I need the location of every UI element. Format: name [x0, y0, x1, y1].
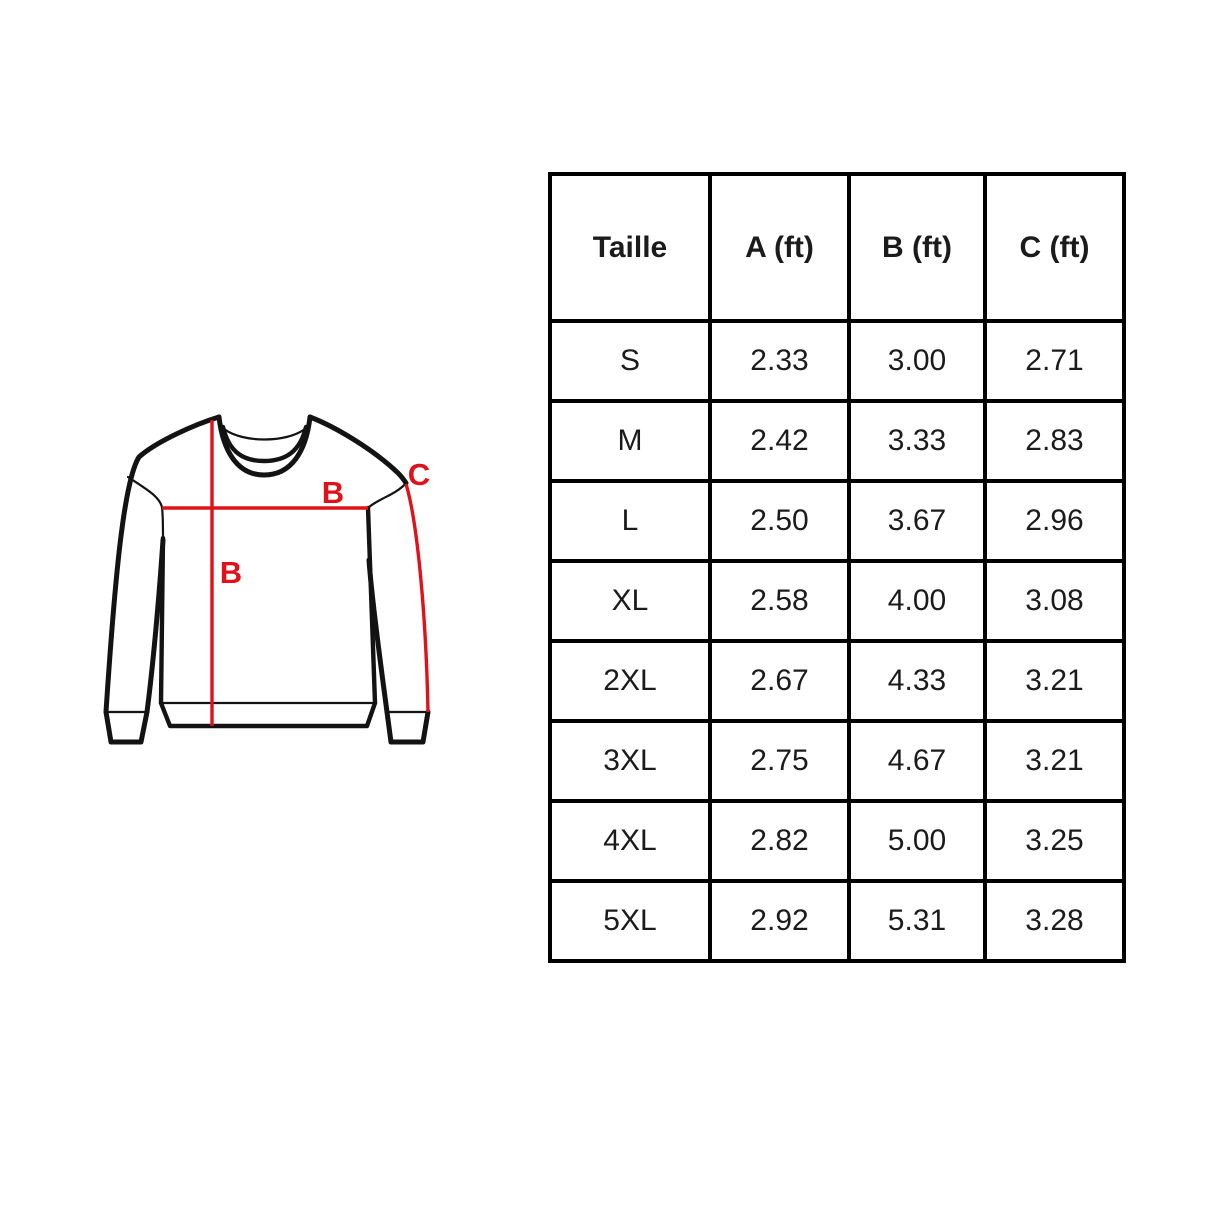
left-side-seam	[158, 535, 166, 706]
table-row: S 2.33 3.00 2.71	[548, 319, 1126, 403]
table-row: 5XL 2.92 5.31 3.28	[548, 879, 1126, 963]
column-header: B (ft)	[847, 172, 987, 323]
table-row: M 2.42 3.33 2.83	[548, 399, 1126, 483]
collar-inner-outline	[220, 424, 309, 464]
table-row: L 2.50 3.67 2.96	[548, 479, 1126, 563]
column-header: Taille	[548, 172, 712, 323]
size-table-header: Taille A (ft) B (ft) C (ft)	[548, 172, 1126, 323]
header-row: Taille A (ft) B (ft) C (ft)	[548, 172, 1126, 323]
value-cell: 3.00	[847, 319, 987, 403]
value-cell: 2.71	[983, 319, 1126, 403]
size-cell: M	[548, 399, 712, 483]
collar-outer-outline	[216, 414, 313, 478]
sweatshirt-svg: B B C	[103, 414, 431, 745]
table-row: 3XL 2.75 4.67 3.21	[548, 719, 1126, 803]
value-cell: 3.08	[983, 559, 1126, 643]
value-cell: 2.50	[708, 479, 851, 563]
value-cell: 4.67	[847, 719, 987, 803]
table-row: 2XL 2.67 4.33 3.21	[548, 639, 1126, 723]
value-cell: 2.33	[708, 319, 851, 403]
value-cell: 4.33	[847, 639, 987, 723]
value-cell: 3.21	[983, 719, 1126, 803]
column-header: C (ft)	[983, 172, 1126, 323]
value-cell: 5.31	[847, 879, 987, 963]
size-cell: L	[548, 479, 712, 563]
value-cell: 2.82	[708, 799, 851, 883]
collar-band-seam	[222, 427, 307, 441]
size-cell: 5XL	[548, 879, 712, 963]
hem-band-outline	[158, 700, 378, 729]
value-cell: 2.58	[708, 559, 851, 643]
size-cell: 4XL	[548, 799, 712, 883]
value-cell: 2.75	[708, 719, 851, 803]
table-row: 4XL 2.82 5.00 3.25	[548, 799, 1126, 883]
size-table: Taille A (ft) B (ft) C (ft) S 2.33 3.00 2.71 M 2…	[548, 172, 1126, 963]
size-cell: 2XL	[548, 639, 712, 723]
size-cell: XL	[548, 559, 712, 643]
value-cell: 5.00	[847, 799, 987, 883]
left-armhole-seam	[126, 475, 165, 540]
right-side-seam	[365, 505, 378, 706]
sleeve-length-line	[404, 483, 430, 713]
body-length-label: B	[220, 555, 242, 590]
value-cell: 3.25	[983, 799, 1126, 883]
value-cell: 3.33	[847, 399, 987, 483]
value-cell: 2.96	[983, 479, 1126, 563]
size-cell: 3XL	[548, 719, 712, 803]
sweatshirt-diagram: B B C	[85, 395, 485, 775]
column-header: A (ft)	[708, 172, 851, 323]
value-cell: 4.00	[847, 559, 987, 643]
value-cell: 3.28	[983, 879, 1126, 963]
left-cuff-outline	[103, 709, 150, 745]
table-row: XL 2.58 4.00 3.08	[548, 559, 1126, 643]
size-table-body: S 2.33 3.00 2.71 M 2.42 3.33 2.83 L 2.50 3.67 2.96 X…	[548, 319, 1126, 963]
chest-width-label: B	[322, 475, 344, 510]
value-cell: 3.67	[847, 479, 987, 563]
value-cell: 2.92	[708, 879, 851, 963]
value-cell: 3.21	[983, 639, 1126, 723]
value-cell: 2.42	[708, 399, 851, 483]
right-armhole-seam	[366, 481, 408, 510]
size-table-container: Taille A (ft) B (ft) C (ft) S 2.33 3.00 2.71 M 2…	[548, 172, 1126, 963]
left-shoulder-sleeve-outline	[103, 414, 222, 715]
right-cuff-outline	[384, 709, 431, 745]
value-cell: 2.67	[708, 639, 851, 723]
value-cell: 2.83	[983, 399, 1126, 483]
size-cell: S	[548, 319, 712, 403]
right-shoulder-outline	[307, 414, 409, 486]
sleeve-length-label: C	[408, 457, 430, 492]
